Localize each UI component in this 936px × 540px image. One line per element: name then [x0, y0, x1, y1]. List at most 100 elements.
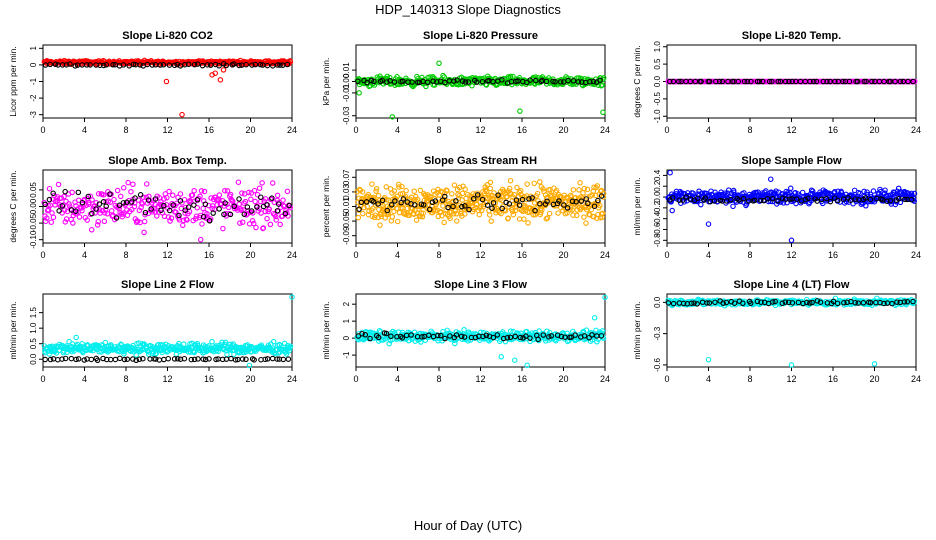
- data-point: [50, 190, 56, 197]
- data-point: [167, 218, 173, 224]
- data-point: [564, 210, 570, 216]
- data-point: [540, 332, 547, 338]
- data-point: [454, 77, 460, 83]
- x-tick-label: 4: [395, 125, 400, 135]
- data-point: [149, 62, 155, 68]
- x-tick-label: 4: [395, 374, 400, 384]
- data-point: [688, 300, 695, 306]
- data-point: [786, 78, 792, 85]
- data-point: [373, 185, 380, 192]
- data-point: [445, 204, 451, 211]
- data-point: [359, 330, 365, 337]
- data-point: [166, 207, 173, 214]
- data-point: [222, 200, 228, 206]
- data-point: [731, 300, 738, 306]
- data-point: [124, 212, 131, 219]
- data-point: [777, 78, 784, 85]
- data-point: [144, 181, 150, 187]
- data-point: [280, 356, 287, 363]
- data-point: [543, 78, 550, 85]
- y-tick-label: 2: [342, 301, 351, 306]
- data-point: [113, 215, 120, 221]
- data-point: [521, 216, 527, 222]
- data-point: [600, 109, 606, 116]
- chart-panel-3: Slope Li-820 Temp. 0 4 8 12 16 20 24 -1.0 -0.5 0.0…: [632, 30, 921, 135]
- data-point: [420, 210, 426, 217]
- data-point: [782, 299, 789, 305]
- data-point: [55, 356, 61, 363]
- y-tick-label: -1: [342, 351, 351, 359]
- data-point: [766, 78, 773, 85]
- data-point: [362, 331, 369, 338]
- data-point: [586, 334, 592, 341]
- data-point: [227, 191, 234, 198]
- data-point: [130, 61, 137, 68]
- data-point: [88, 356, 95, 363]
- data-point: [459, 203, 465, 210]
- data-point: [450, 198, 456, 204]
- data-point: [680, 300, 687, 307]
- data-point: [140, 355, 146, 362]
- data-point: [704, 300, 710, 306]
- data-point: [47, 356, 54, 363]
- data-point: [576, 187, 582, 193]
- y-tick-label: -0.03: [342, 106, 351, 125]
- data-point: [570, 187, 577, 193]
- data-point: [61, 193, 67, 200]
- data-point: [243, 356, 249, 363]
- data-point: [519, 196, 526, 203]
- data-point: [855, 300, 862, 306]
- data-point: [411, 188, 418, 194]
- data-point: [199, 221, 205, 227]
- y-axis-label: ml/min per min.: [321, 301, 331, 359]
- data-point: [807, 78, 813, 85]
- data-point: [216, 63, 222, 69]
- x-tick-label: 16: [204, 374, 214, 384]
- data-point: [262, 196, 269, 202]
- data-point: [221, 211, 227, 218]
- data-point: [246, 189, 252, 196]
- y-tick-label: -0.3: [653, 326, 662, 340]
- data-point: [391, 188, 397, 194]
- data-point: [73, 356, 79, 363]
- x-tick-label: 16: [517, 374, 527, 384]
- data-point: [430, 78, 436, 84]
- data-point: [160, 61, 167, 68]
- data-point: [368, 77, 375, 84]
- data-point: [238, 344, 244, 351]
- data-point: [908, 196, 915, 203]
- data-point: [514, 184, 520, 191]
- x-tick-label: 16: [204, 250, 214, 260]
- data-point: [177, 191, 184, 197]
- data-point: [838, 189, 845, 196]
- data-point: [269, 180, 276, 186]
- data-point: [375, 192, 382, 199]
- data-point: [804, 299, 810, 306]
- data-point: [227, 211, 234, 218]
- data-point: [583, 327, 590, 333]
- data-point: [182, 61, 188, 68]
- data-point: [96, 206, 103, 213]
- data-point: [773, 188, 779, 194]
- chart-panel-4: Slope Amb. Box Temp. 0 4 8 12 16 20 24 -0.10-0.0…: [8, 155, 297, 260]
- data-point: [185, 204, 192, 210]
- data-point: [509, 208, 516, 215]
- data-point: [756, 78, 763, 85]
- data-point: [136, 356, 143, 363]
- data-point: [461, 211, 468, 217]
- data-point: [488, 218, 494, 224]
- series-1: [41, 294, 295, 369]
- data-point: [392, 198, 398, 204]
- data-point: [100, 199, 107, 205]
- x-tick-label: 8: [747, 125, 752, 135]
- data-point: [133, 352, 140, 358]
- data-point: [274, 62, 281, 68]
- series-1: [665, 295, 918, 368]
- chart-title: Slope Amb. Box Temp.: [108, 155, 227, 167]
- data-point: [257, 194, 264, 200]
- data-point: [110, 62, 116, 68]
- data-point: [713, 78, 719, 85]
- y-tick-label: 1: [342, 318, 351, 323]
- figure-x-axis-label: Hour of Day (UTC): [413, 518, 523, 533]
- data-point: [367, 335, 373, 342]
